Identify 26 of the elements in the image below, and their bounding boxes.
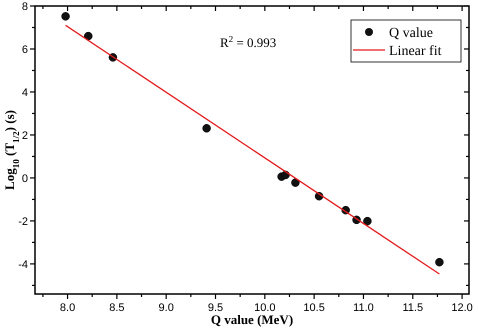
x-axis-title: Q value (MeV)	[210, 312, 294, 327]
point	[363, 216, 372, 226]
legend-label: Q value	[389, 26, 433, 41]
x-tick-label: 10.5	[303, 302, 325, 314]
x-tick-label: 10.0	[254, 302, 276, 314]
x-tick-label: 11.0	[353, 302, 374, 314]
x-tick-label: 8.5	[109, 302, 125, 314]
point	[61, 12, 70, 21]
y-tick-label: 2	[22, 130, 28, 142]
x-tick-label: 12.0	[451, 302, 473, 314]
x-tick-label: 9.5	[208, 302, 224, 314]
y-tick-label: 8	[22, 1, 28, 13]
y-tick-label: 6	[22, 44, 28, 56]
x-tick-label: 11.5	[402, 302, 424, 314]
y-tick-label: 0	[22, 172, 28, 185]
x-tick-label: 8.0	[60, 302, 76, 314]
y-tick-label: -4	[18, 258, 28, 271]
point	[435, 258, 444, 266]
legend-label: Linear fit	[389, 44, 442, 59]
y-tick-label: -2	[18, 216, 28, 228]
y-tick-label: 4	[22, 86, 28, 99]
point	[84, 32, 93, 40]
point	[202, 124, 211, 133]
annotation: R$^{2}$ = 0.993	[220, 34, 276, 50]
x-tick-label: 9.0	[158, 302, 174, 314]
point	[291, 178, 300, 187]
